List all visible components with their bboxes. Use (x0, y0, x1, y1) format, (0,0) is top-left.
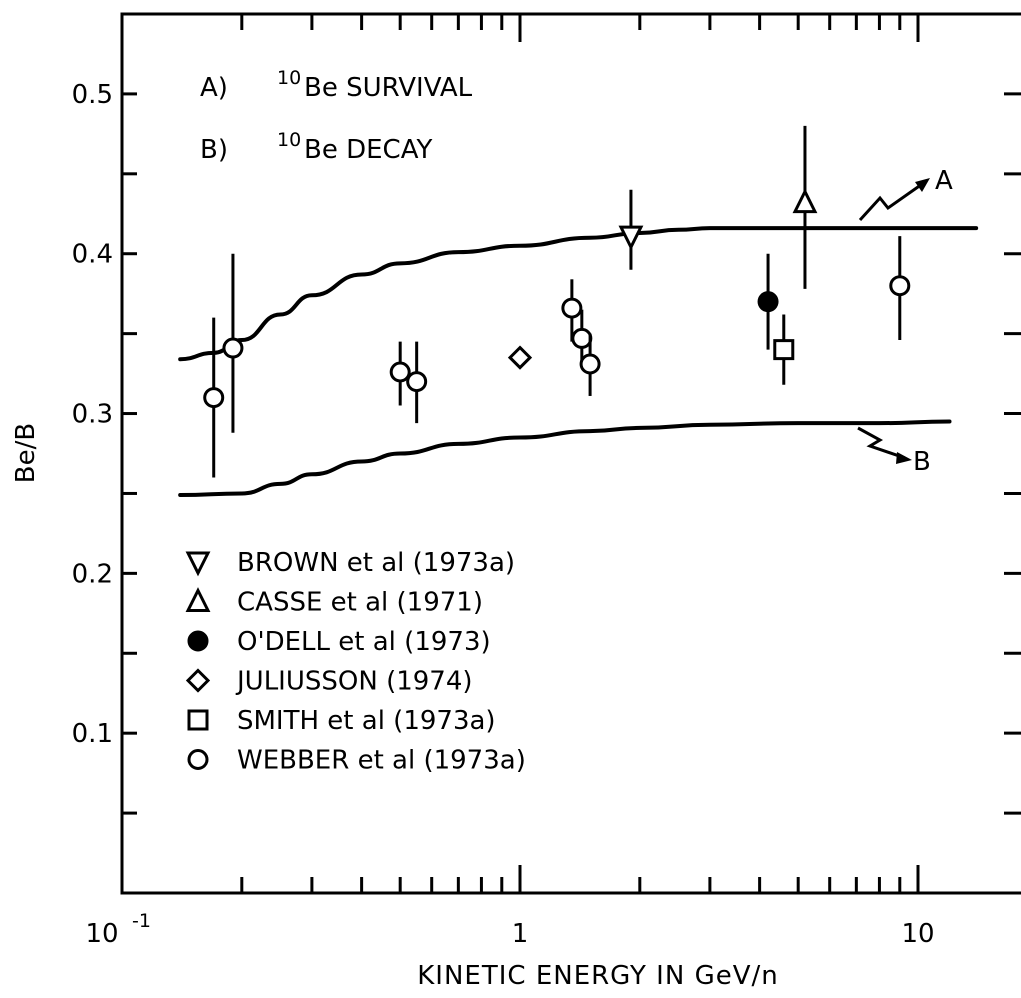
data-point (792, 188, 818, 214)
y-tick-label: 0.3 (72, 400, 113, 430)
legend-label: CASSE et al (1971) (237, 588, 483, 618)
y-axis-label: Be/B (11, 423, 41, 483)
y-tick-label: 0.2 (72, 559, 113, 589)
curve-tag-arrow (858, 180, 926, 222)
data-point (222, 337, 244, 359)
legend-marker (187, 749, 209, 770)
y-tick-label: 0.4 (72, 240, 113, 270)
data-point (389, 361, 411, 383)
data-point (507, 345, 533, 370)
data-point (773, 339, 795, 361)
legend-label: WEBBER et al (1973a) (237, 746, 526, 776)
curve-tag-arrow (857, 426, 906, 460)
annotation-A-prefix: A) (200, 73, 228, 103)
legend-marker (187, 630, 209, 652)
data-point (889, 275, 911, 297)
annotation-B-text: Be DECAY (304, 135, 432, 165)
curve-tag-B: B (913, 447, 931, 477)
x-tick-label: 10 (85, 919, 118, 949)
annotation-A-text: Be SURVIVAL (304, 73, 473, 103)
legend-label: O'DELL et al (1973) (237, 627, 491, 657)
axis-ticks: 10 -1 1 10 0.1 0.2 0.3 0.4 0.5 (72, 14, 1021, 949)
legend: BROWN et al (1973a) CASSE et al (1971) O'D… (185, 548, 526, 776)
data-point (571, 327, 593, 349)
data-point (618, 225, 644, 251)
x-tick-label-exponent: -1 (132, 910, 151, 932)
data-point (561, 297, 583, 319)
legend-marker (185, 587, 211, 612)
data-point (579, 353, 601, 375)
data-point (406, 371, 428, 393)
data-point (757, 291, 779, 313)
data-points (203, 125, 911, 478)
curve-tag-arrowhead (915, 178, 930, 192)
legend-marker (185, 668, 211, 693)
curve-B (178, 419, 952, 498)
y-tick-label: 0.5 (72, 80, 113, 110)
annotation-B-superscript: 10 (277, 129, 301, 151)
legend-label: SMITH et al (1973a) (237, 706, 496, 736)
model-curves (178, 226, 979, 498)
curve-A (178, 226, 979, 362)
data-point (203, 387, 225, 409)
annotation-A-superscript: 10 (277, 67, 301, 89)
y-tick-label: 0.1 (72, 719, 113, 749)
x-tick-label: 10 (901, 919, 934, 949)
axis-labels: Be/B KINETIC ENERGY IN GeV/n (11, 423, 778, 991)
legend-label: JULIUSSON (1974) (235, 667, 473, 697)
x-axis-label: KINETIC ENERGY IN GeV/n (417, 961, 778, 991)
legend-marker (185, 551, 211, 577)
plot-frame (120, 12, 1021, 895)
curve-tags: AB (857, 166, 953, 477)
x-tick-label: 1 (512, 919, 529, 949)
curve-tag-arrowhead (896, 452, 912, 464)
annotation-B-prefix: B) (200, 135, 228, 165)
legend-marker (187, 709, 209, 731)
curve-tag-A: A (935, 166, 953, 196)
legend-label: BROWN et al (1973a) (237, 548, 515, 578)
